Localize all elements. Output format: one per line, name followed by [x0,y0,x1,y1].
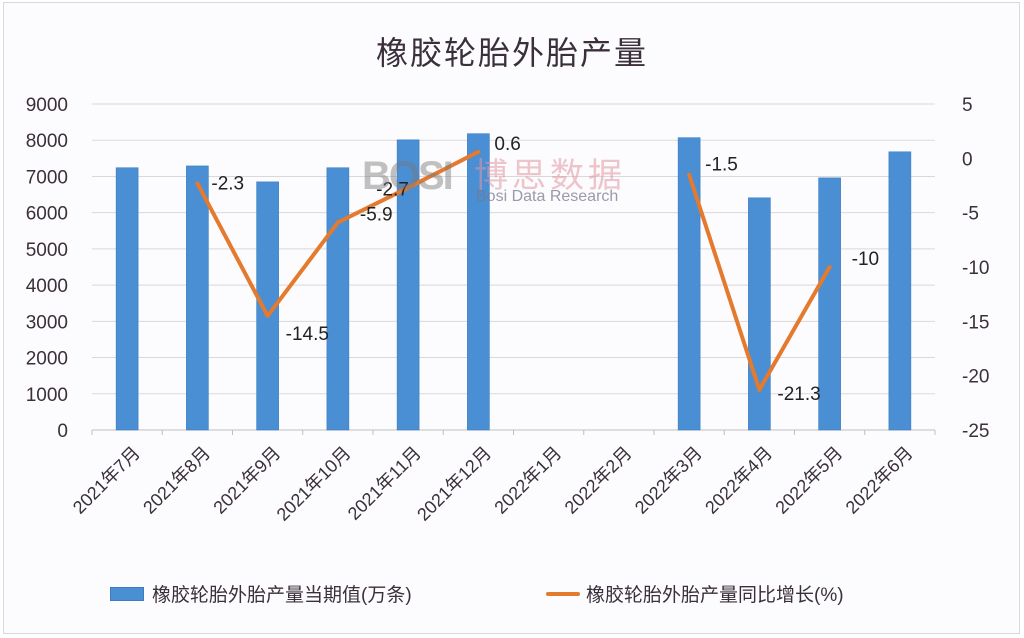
data-label: -14.5 [286,324,329,345]
bar [326,167,350,431]
y-right-tick: 0 [962,149,973,170]
data-label: 0.6 [494,134,520,155]
y-right-tick: -20 [962,367,989,388]
y-left-tick: 6000 [26,204,68,225]
y-right-tick: -10 [962,258,989,279]
chart-frame [3,2,1020,634]
x-category-label: 2022年4月 [701,443,776,518]
y-right-tick: 5 [962,95,973,116]
x-category-label: 2022年3月 [631,443,706,518]
x-category-label: 2021年8月 [139,443,214,518]
x-category-label: 2021年10月 [273,443,355,525]
y-left-tick: 7000 [26,167,68,188]
y-right-tick: -15 [962,312,989,333]
legend: 橡胶轮胎外胎产量当期值(万条) 橡胶轮胎外胎产量同比增长(%) [0,580,1024,610]
legend-bar-label: 橡胶轮胎外胎产量当期值(万条) [152,585,412,606]
bar-swatch-icon [110,586,144,601]
y-left-tick: 0 [57,421,68,442]
chart-title: 橡胶轮胎外胎产量 [375,35,648,71]
data-label: -2.3 [211,173,244,194]
bar [467,133,490,431]
bar [748,197,771,431]
bar [396,139,420,431]
bar [115,167,139,431]
legend-item-line[interactable]: 橡胶轮胎外胎产量同比增长(%) [546,580,844,607]
growth-line [687,172,832,392]
data-label: -10 [852,249,879,270]
x-category-label: 2021年12月 [413,443,495,525]
y-left-tick: 9000 [26,95,68,116]
legend-line-label: 橡胶轮胎外胎产量同比增长(%) [586,585,844,606]
y-left-tick: 3000 [26,312,68,333]
y-left-tick: 4000 [26,276,68,297]
bar [186,165,209,431]
bar [818,177,841,431]
x-category-label: 2021年9月 [209,443,284,518]
y-right-tick: -5 [962,204,979,225]
x-category-label: 2022年5月 [771,443,846,518]
data-label: -2.7 [376,180,409,201]
bar [888,151,912,431]
growth-line [195,149,481,318]
y-left-tick: 1000 [26,385,68,406]
data-label: -5.9 [360,204,393,225]
x-category-label: 2022年2月 [561,443,636,518]
y-left-tick: 2000 [26,349,68,370]
y-right-tick: -25 [962,421,989,442]
y-left-tick: 8000 [26,131,68,152]
x-category-label: 2022年1月 [490,443,565,518]
data-label: -1.5 [705,155,738,176]
bar [256,181,279,431]
x-category-label: 2022年6月 [842,443,917,518]
y-left-tick: 5000 [26,240,68,261]
data-label: -21.3 [777,384,820,405]
legend-item-bar[interactable]: 橡胶轮胎外胎产量当期值(万条) [110,580,412,607]
line-swatch-icon [546,591,580,596]
bar [677,137,701,431]
x-category-label: 2021年7月 [69,443,144,518]
